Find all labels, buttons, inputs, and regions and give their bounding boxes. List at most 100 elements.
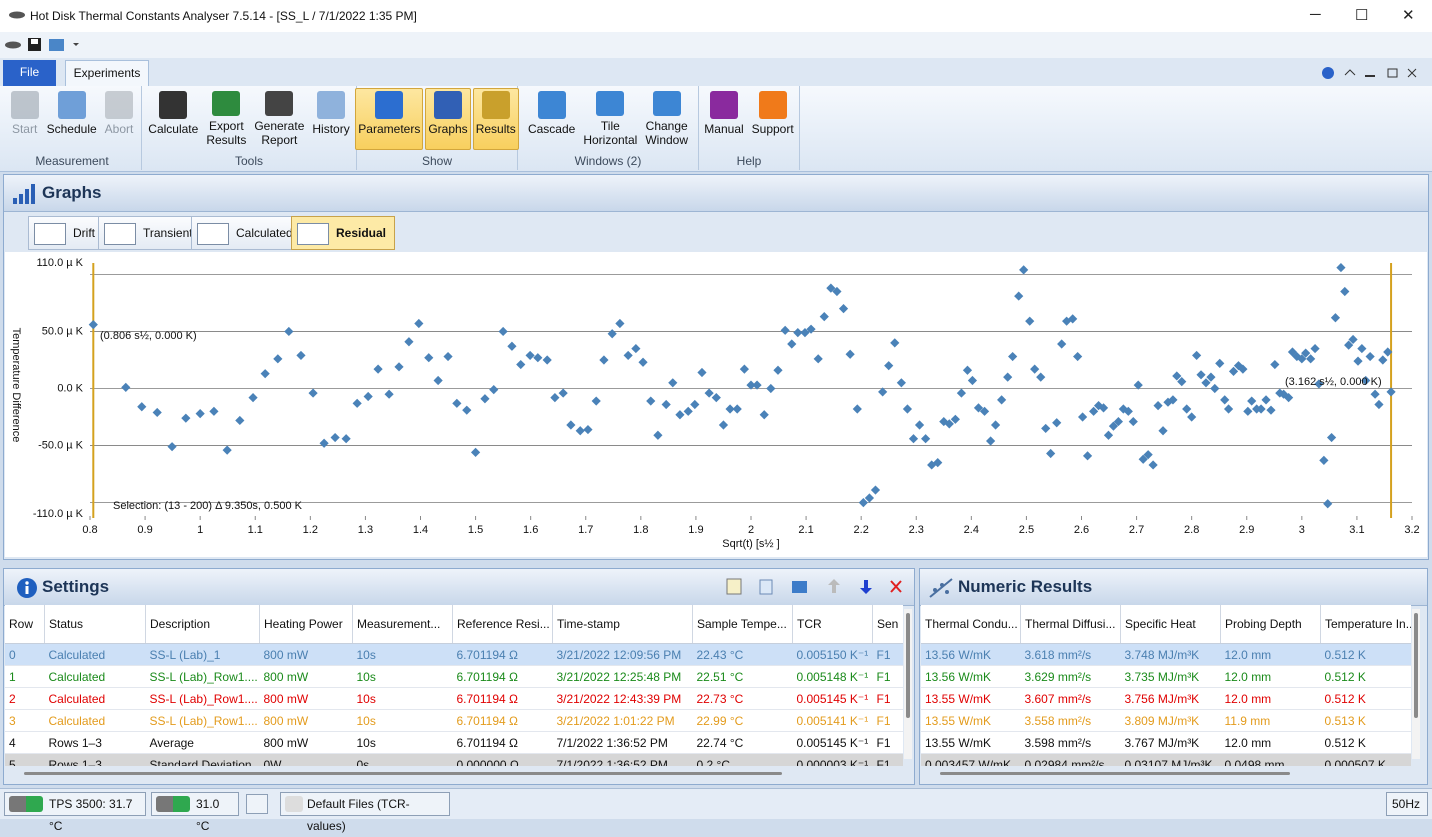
ribbon-tab[interactable]: Experiments [65,60,149,86]
ribbon-button[interactable]: History [309,88,352,150]
data-table: Row Status Description Heating Power Measure… [5,605,903,766]
x-tick-label: 1.7 [578,524,593,536]
column-header[interactable]: Time-stamp [552,605,693,644]
tab-label: Residual [336,226,387,240]
ribbon-button[interactable]: Schedule [44,88,100,150]
quick-icons[interactable] [0,32,90,58]
ribbon-button[interactable]: Generate Report [251,88,307,150]
ribbon-button[interactable]: Manual [701,88,746,150]
table-row[interactable]: 4 Rows 1–3 Average 800 mW 10s 6.701194 Ω 7/1/2… [5,731,903,754]
data-point [615,318,625,329]
table-row[interactable]: 13.56 W/mK 3.618 mm²/s 3.748 MJ/m³K 12.0 mm… [921,643,1411,666]
status-item[interactable]: TPS 3500: 31.7 °C [4,792,146,833]
column-header[interactable]: Measurement... [352,605,453,644]
graph-tab[interactable]: Calculated [191,216,302,250]
button-icon [105,91,134,119]
ribbon-button[interactable]: Calculate [145,88,201,150]
column-header[interactable]: Description [145,605,260,644]
table-cell: 0.02984 mm²/s [1020,753,1121,766]
ribbon-tab[interactable]: File [3,60,56,86]
table-row[interactable]: 3 Calculated SS-L (Lab)_Row1.... 800 mW 10s 6… [5,709,903,732]
column-header[interactable]: TCR [792,605,873,644]
ribbon-controls[interactable] [1320,65,1425,81]
ribbon-group: Manual Support Help [699,86,800,170]
button-label: Schedule [46,122,97,136]
table-row[interactable]: 0.003457 W/mK 0.02984 mm²/s 0.03107 MJ/m³K… [921,753,1411,766]
graph-tab[interactable]: Transient [98,216,202,250]
minimize-button[interactable]: ─ [1310,6,1321,23]
data-point [1326,432,1337,443]
ribbon-button[interactable]: Results [472,88,519,150]
table-row[interactable]: 13.55 W/mK 3.607 mm²/s 3.756 MJ/m³K 12.0 mm… [921,687,1411,710]
ribbon-group: Parameters Graphs Results Show [355,86,519,170]
y-tick-label: 50.0 µ K [42,325,84,337]
status-item[interactable]: 31.0 °C [151,792,239,833]
ribbon-button[interactable]: Tile Horizontal [580,88,640,150]
table-row[interactable]: 0 Calculated SS-L (Lab)_1 800 mW 10s 6.701194… [5,643,903,666]
table-cell: 0.2 °C [692,753,793,766]
data-point [1370,389,1380,399]
x-tick-label: 2.5 [1019,524,1034,536]
ribbon-button[interactable]: Support [749,88,797,150]
table-cell: SS-L (Lab)_Row1.... [145,665,260,688]
data-point [780,325,790,335]
button-label: Calculate [148,122,199,136]
table-cell: Standard Deviation [145,753,260,766]
maximize-button[interactable]: ☐ [1355,7,1369,24]
button-icon [10,91,39,119]
button-label: Parameters [358,122,421,136]
table-row[interactable]: 13.55 W/mK 3.558 mm²/s 3.809 MJ/m³K 11.9 mm… [921,709,1411,732]
settings-toolbar[interactable] [724,577,909,597]
ribbon-button[interactable]: Graphs [425,88,471,150]
data-point [759,410,769,420]
table-cell: 0.512 K [1320,643,1411,666]
tool-icon[interactable] [246,794,268,814]
table-row[interactable]: 5 Rows 1–3 Standard Deviation 0W 0s 0.000000 … [5,753,903,766]
x-tick-label: 2.7 [1129,524,1144,536]
column-header[interactable]: Row [5,605,45,644]
data-point [668,378,678,388]
table-row[interactable]: 1 Calculated SS-L (Lab)_Row1.... 800 mW 10s 6… [5,665,903,688]
button-icon [375,91,404,119]
column-header[interactable]: Heating Power [259,605,353,644]
ribbon-button[interactable]: Parameters [355,88,424,150]
column-header[interactable]: Probing Depth [1220,605,1321,644]
column-header[interactable]: Thermal Condu... [921,605,1021,644]
ribbon-button[interactable]: Cascade [525,88,578,150]
column-header[interactable]: Specific Heat [1120,605,1221,644]
column-header[interactable]: Status [44,605,146,644]
table-cell: 12.0 mm [1220,731,1321,754]
column-header[interactable]: Sen [872,605,903,644]
table-cell: F1 [872,643,903,666]
table-cell: 0.512 K [1320,687,1411,710]
table-cell: F1 [872,709,903,732]
button-label: Tile Horizontal [583,119,638,147]
status-item[interactable]: Default Files (TCR-values) [280,792,450,833]
table-cell: 5 [5,753,45,766]
table-cell: 3.558 mm²/s [1020,709,1121,732]
ribbon-button[interactable]: Export Results [203,88,249,150]
data-point [1046,448,1056,459]
ribbon-button: Start [8,88,42,150]
data-point [631,343,641,354]
x-tick-label: 1.5 [468,524,483,536]
graph-tab[interactable]: Residual [291,216,396,250]
data-point [914,420,925,430]
table-row[interactable]: 2 Calculated SS-L (Lab)_Row1.... 800 mW 10s 6… [5,687,903,710]
ribbon-button[interactable]: Change Window [642,88,691,150]
graph-tab[interactable]: Drift [28,216,104,250]
column-header[interactable]: Sample Tempe... [692,605,793,644]
column-header[interactable]: Thermal Diffusi... [1020,605,1121,644]
data-point [550,393,560,403]
panel-header: Numeric Results [920,569,1427,606]
table-row[interactable]: 13.56 W/mK 3.629 mm²/s 3.735 MJ/m³K 12.0 mm… [921,665,1411,688]
close-button[interactable]: ✕ [1402,7,1415,24]
table-row[interactable]: 13.55 W/mK 3.598 mm²/s 3.767 MJ/m³K 12.0 mm… [921,731,1411,754]
tab-label: Drift [73,226,95,240]
data-point [1378,355,1388,365]
button-label: Export Results [206,119,247,147]
column-header[interactable]: Reference Resi... [452,605,553,644]
data-point [1192,350,1202,361]
column-header[interactable]: Temperature In... [1320,605,1411,644]
